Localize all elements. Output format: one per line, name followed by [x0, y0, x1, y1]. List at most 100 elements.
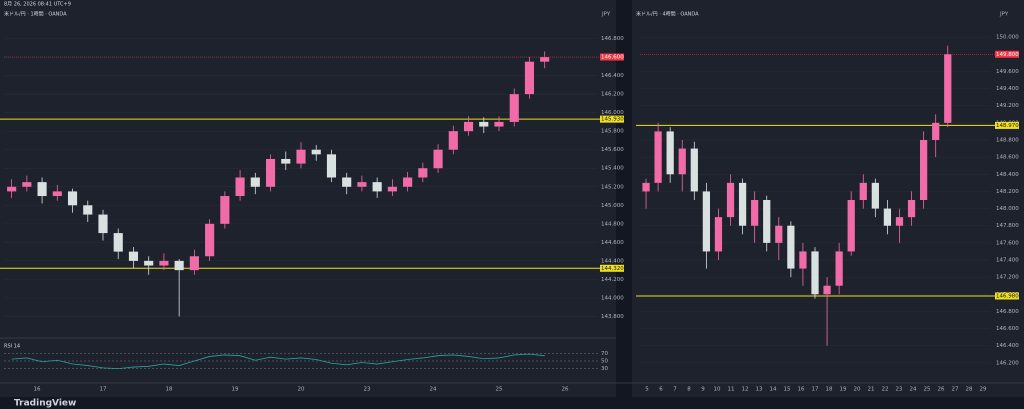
x-tick-label: 20	[298, 387, 305, 393]
price-tag-label: 144.320	[601, 266, 624, 272]
y-tick-label: 148.200	[996, 189, 1019, 195]
candle-body	[448, 131, 458, 150]
x-tick-label: 16	[798, 387, 805, 393]
candle-body	[235, 177, 245, 197]
candle-body	[205, 223, 215, 257]
x-tick-label: 8	[687, 387, 691, 393]
y-tick-label: 143.800	[601, 314, 624, 320]
candle-body	[509, 94, 519, 122]
x-tick-label: 11	[728, 387, 735, 393]
y-tick-label: 144.800	[601, 221, 624, 227]
candle-body	[654, 131, 662, 183]
candle-body	[871, 182, 879, 209]
x-tick-label: 24	[910, 387, 917, 393]
currency: JPY	[601, 12, 611, 18]
x-tick-label: 23	[364, 387, 371, 393]
candle-body	[250, 177, 260, 187]
candle-body	[920, 140, 928, 200]
y-tick-label: 146.800	[996, 309, 1019, 315]
current-price-label: 149.800	[996, 52, 1019, 58]
pane-title: 米ドル/円 · 1時間 · OANDA	[4, 11, 67, 18]
timestamp: 8月 26, 2026 08:41 UTC+9	[4, 2, 71, 8]
candle-body	[98, 214, 108, 234]
candle-body	[189, 256, 199, 271]
y-tick-label: 148.800	[996, 138, 1019, 144]
y-tick-label: 148.400	[996, 172, 1019, 178]
x-tick-label: 14	[770, 387, 777, 393]
rsi-tick-label: 70	[601, 351, 608, 357]
candle-body	[311, 149, 321, 155]
candle-body	[907, 200, 916, 218]
price-tag	[600, 264, 624, 272]
x-tick-label: 28	[966, 387, 973, 393]
x-tick-label: 6	[659, 387, 663, 393]
x-tick-label: 18	[166, 387, 173, 393]
current-price-tag	[600, 53, 624, 61]
y-tick-label: 148.600	[996, 155, 1019, 161]
price-tag-label: 146.980	[996, 294, 1019, 300]
current-price-label: 146.600	[601, 55, 624, 61]
y-tick-label: 149.200	[996, 103, 1019, 109]
candle-body	[540, 57, 550, 62]
candle-body	[357, 182, 367, 187]
rsi-tick-label: 30	[601, 366, 608, 372]
x-tick-label: 19	[840, 387, 847, 393]
x-tick-label: 18	[826, 387, 833, 393]
x-tick-label: 22	[882, 387, 889, 393]
x-tick-label: 10	[714, 387, 721, 393]
y-tick-label: 147.800	[996, 223, 1019, 229]
y-tick-label: 147.600	[996, 240, 1019, 246]
candle-body	[895, 217, 904, 226]
x-tick-label: 5	[645, 387, 649, 393]
x-tick-label: 9	[701, 387, 705, 393]
candle-body	[418, 168, 428, 178]
candle-body	[372, 182, 382, 192]
x-tick-label: 27	[952, 387, 959, 393]
price-tag-label: 145.930	[601, 117, 624, 123]
y-tick-label: 144.200	[601, 277, 624, 283]
x-tick-label: 19	[232, 387, 239, 393]
candle-body	[144, 260, 154, 266]
x-tick-label: 7	[673, 387, 677, 393]
candle-body	[726, 182, 735, 218]
candle-body	[113, 233, 123, 252]
candle-body	[433, 149, 443, 169]
candle-body	[265, 158, 276, 187]
candle-body	[714, 217, 723, 252]
candle-body	[799, 251, 807, 269]
y-tick-label: 146.800	[601, 36, 624, 42]
candle-body	[463, 121, 474, 132]
candle-body	[342, 177, 352, 187]
candle-body	[128, 251, 139, 261]
x-tick-label: 17	[812, 387, 819, 393]
y-tick-label: 149.600	[996, 69, 1019, 75]
left-pane	[0, 0, 616, 397]
y-tick-label: 145.800	[601, 129, 624, 135]
y-tick-label: 145.000	[601, 203, 624, 209]
x-tick-label: 26	[562, 387, 569, 393]
candle-body	[751, 200, 759, 226]
candle-body	[22, 182, 32, 187]
x-tick-label: 20	[854, 387, 861, 393]
x-tick-label: 24	[430, 387, 437, 393]
candle-body	[52, 191, 62, 197]
candle-body	[775, 225, 783, 243]
rsi-label: RSI 14	[4, 344, 20, 350]
candle-body	[823, 285, 831, 295]
candle-body	[666, 131, 674, 175]
candle-body	[7, 186, 17, 192]
x-tick-label: 21	[868, 387, 875, 393]
currency: JPY	[999, 12, 1009, 18]
y-tick-label: 149.400	[996, 86, 1019, 92]
candle-body	[159, 260, 169, 266]
candle-body	[859, 182, 867, 200]
x-tick-label: 15	[784, 387, 791, 393]
candle-body	[387, 186, 397, 192]
candle-body	[690, 148, 698, 192]
y-tick-label: 147.200	[996, 275, 1019, 281]
candle-body	[787, 225, 795, 269]
candle-body	[835, 251, 843, 286]
x-tick-label: 17	[100, 387, 107, 393]
y-tick-label: 144.000	[601, 295, 624, 301]
